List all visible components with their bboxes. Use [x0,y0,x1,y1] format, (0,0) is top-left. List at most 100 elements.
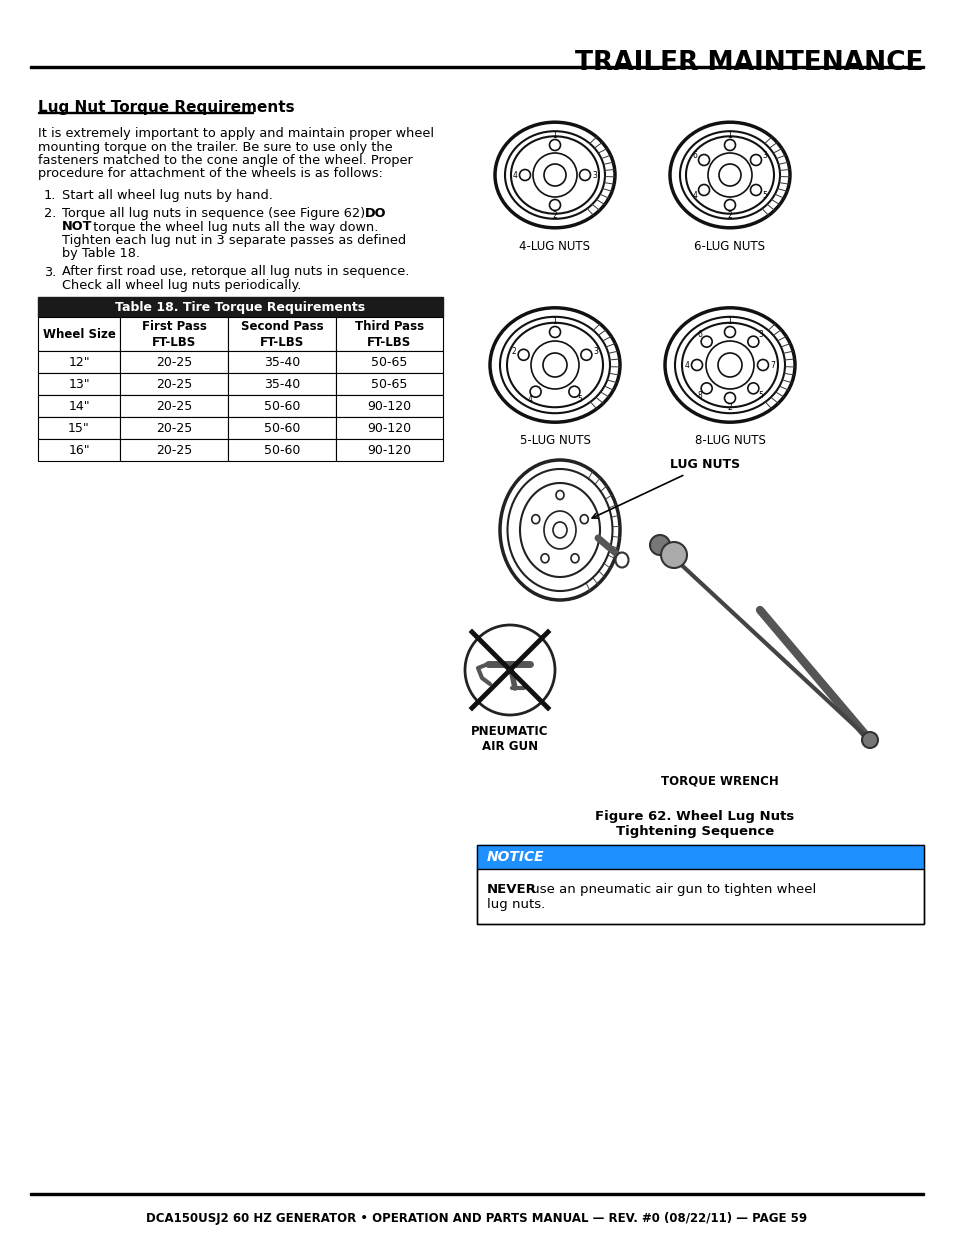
Circle shape [519,169,530,180]
Circle shape [723,200,735,210]
Bar [120,317,228,351]
Bar [38,373,120,395]
Circle shape [580,350,591,361]
Bar [228,373,335,395]
Circle shape [530,387,540,398]
Circle shape [700,383,712,394]
Text: 3.: 3. [44,266,56,279]
Text: Check all wheel lug nuts periodically.: Check all wheel lug nuts periodically. [62,279,301,291]
Circle shape [531,341,578,389]
Text: 8: 8 [697,391,701,400]
Text: 20-25: 20-25 [155,399,192,412]
Text: 8-LUG NUTS: 8-LUG NUTS [694,435,764,447]
Text: procedure for attachment of the wheels is as follows:: procedure for attachment of the wheels i… [38,168,382,180]
Text: 50-65: 50-65 [371,378,407,390]
Text: 2: 2 [552,210,557,220]
Text: Tighten each lug nut in 3 separate passes as defined: Tighten each lug nut in 3 separate passe… [62,233,406,247]
Ellipse shape [506,322,602,408]
Ellipse shape [681,322,778,408]
Text: 5: 5 [578,395,582,404]
Ellipse shape [649,535,669,555]
Text: 3: 3 [593,347,598,356]
Text: mounting torque on the trailer. Be sure to use only the: mounting torque on the trailer. Be sure … [38,141,393,153]
Circle shape [517,350,529,361]
Bar [228,317,335,351]
Text: After first road use, retorque all lug nuts in sequence.: After first road use, retorque all lug n… [62,266,409,279]
Bar [120,373,228,395]
Ellipse shape [531,515,539,524]
Text: 1: 1 [727,317,732,326]
Text: Second Pass
FT-LBS: Second Pass FT-LBS [240,320,323,348]
Ellipse shape [675,317,784,414]
Text: 3: 3 [761,151,766,159]
Text: 2: 2 [727,404,732,412]
Bar [335,351,442,373]
Ellipse shape [660,542,686,568]
Circle shape [691,359,701,370]
Text: 6: 6 [697,330,701,340]
Text: NOTICE: NOTICE [486,850,544,864]
Text: 6-LUG NUTS: 6-LUG NUTS [694,240,764,253]
Circle shape [747,383,758,394]
Bar [228,395,335,417]
Text: 50-65: 50-65 [371,356,407,368]
Circle shape [578,169,590,180]
Bar [120,351,228,373]
Text: 50-60: 50-60 [264,421,300,435]
Text: 50-60: 50-60 [264,443,300,457]
Text: 6: 6 [692,151,697,159]
Text: 20-25: 20-25 [155,356,192,368]
Ellipse shape [519,483,599,577]
Text: It is extremely important to apply and maintain proper wheel: It is extremely important to apply and m… [38,127,434,140]
Text: 1: 1 [552,317,557,326]
Ellipse shape [579,515,588,524]
Text: lug nuts.: lug nuts. [486,898,545,911]
Circle shape [568,387,579,398]
Text: 90-120: 90-120 [367,443,411,457]
Ellipse shape [540,553,548,563]
Text: 12": 12" [68,356,90,368]
Circle shape [549,200,560,210]
Text: 3: 3 [592,170,597,179]
Text: fasteners matched to the cone angle of the wheel. Proper: fasteners matched to the cone angle of t… [38,154,413,167]
Ellipse shape [511,136,598,214]
Circle shape [542,353,566,377]
Bar [120,438,228,461]
Circle shape [750,184,760,195]
Circle shape [723,393,735,404]
Text: Torque all lug nuts in sequence (see Figure 62).: Torque all lug nuts in sequence (see Fig… [62,207,374,220]
Circle shape [750,154,760,165]
Text: TRAILER MAINTENANCE: TRAILER MAINTENANCE [575,49,923,77]
Circle shape [549,326,560,337]
Text: 5: 5 [758,391,762,400]
Text: use an pneumatic air gun to tighten wheel: use an pneumatic air gun to tighten whee… [526,883,816,897]
Ellipse shape [862,732,877,748]
Circle shape [533,153,577,198]
Circle shape [543,164,565,186]
Bar [228,351,335,373]
Text: 16": 16" [68,443,90,457]
Circle shape [757,359,768,370]
Circle shape [707,153,751,198]
Text: Lug Nut Torque Requirements: Lug Nut Torque Requirements [38,100,294,115]
Bar [476,869,923,924]
Text: DCA150USJ2 60 HZ GENERATOR • OPERATION AND PARTS MANUAL — REV. #0 (08/22/11) — P: DCA150USJ2 60 HZ GENERATOR • OPERATION A… [146,1212,807,1225]
Text: 4: 4 [692,190,697,200]
Bar [38,296,442,317]
Text: 4: 4 [512,170,517,179]
Circle shape [719,164,740,186]
Ellipse shape [615,552,628,568]
Text: 1.: 1. [44,189,56,203]
Ellipse shape [543,511,576,550]
Text: Start all wheel lug nuts by hand.: Start all wheel lug nuts by hand. [62,189,273,203]
Text: 2.: 2. [44,207,56,220]
Ellipse shape [507,469,612,592]
Text: 7: 7 [770,361,775,369]
Circle shape [464,625,555,715]
Ellipse shape [679,131,780,219]
Circle shape [747,336,758,347]
Text: 4-LUG NUTS: 4-LUG NUTS [519,240,590,253]
Circle shape [698,184,709,195]
Text: 50-60: 50-60 [264,399,300,412]
Bar [476,845,923,924]
